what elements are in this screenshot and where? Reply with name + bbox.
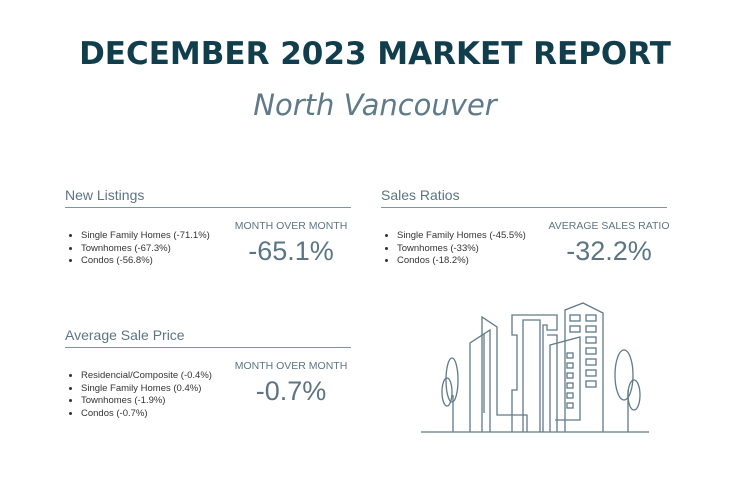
metric-label: MONTH OVER MONTH (234, 360, 348, 372)
list-item: Townhomes (-33%) (397, 243, 526, 256)
sales-ratios-section: Sales Ratios Single Family Homes (-45.5%… (381, 187, 669, 266)
avg-sale-price-list: Residencial/Composite (-0.4%) Single Fam… (65, 370, 212, 420)
list-item: Single Family Homes (-45.5%) (397, 230, 526, 243)
list-item: Single Family Homes (0.4%) (81, 383, 212, 396)
list-item: Townhomes (-67.3%) (81, 243, 210, 256)
city-skyline-icon (421, 302, 649, 433)
section-title: New Listings (65, 187, 351, 208)
list-item: Condos (-56.8%) (81, 255, 210, 268)
report-subtitle: North Vancouver (253, 88, 497, 122)
metric-value: -0.7% (255, 376, 327, 406)
list-item: Townhomes (-1.9%) (81, 395, 212, 408)
metric-label: AVERAGE SALES RATIO (548, 220, 670, 232)
section-title: Sales Ratios (381, 187, 667, 208)
list-item: Single Family Homes (-71.1%) (81, 230, 210, 243)
new-listings-section: New Listings Single Family Homes (-71.1%… (65, 187, 351, 266)
list-item: Condos (-0.7%) (81, 408, 212, 421)
avg-sale-price-section: Average Sale Price Residencial/Composite… (65, 327, 351, 419)
section-title: Average Sale Price (65, 327, 351, 348)
new-listings-list: Single Family Homes (-71.1%) Townhomes (… (65, 230, 210, 268)
metric-label: MONTH OVER MONTH (234, 220, 348, 232)
list-item: Condos (-18.2%) (397, 255, 526, 268)
sales-ratios-list: Single Family Homes (-45.5%) Townhomes (… (381, 230, 526, 268)
metric-value: -32.2% (566, 236, 652, 266)
list-item: Residencial/Composite (-0.4%) (81, 370, 212, 383)
metric-value: -65.1% (248, 236, 334, 266)
report-title: DECEMBER 2023 MARKET REPORT (79, 36, 671, 72)
